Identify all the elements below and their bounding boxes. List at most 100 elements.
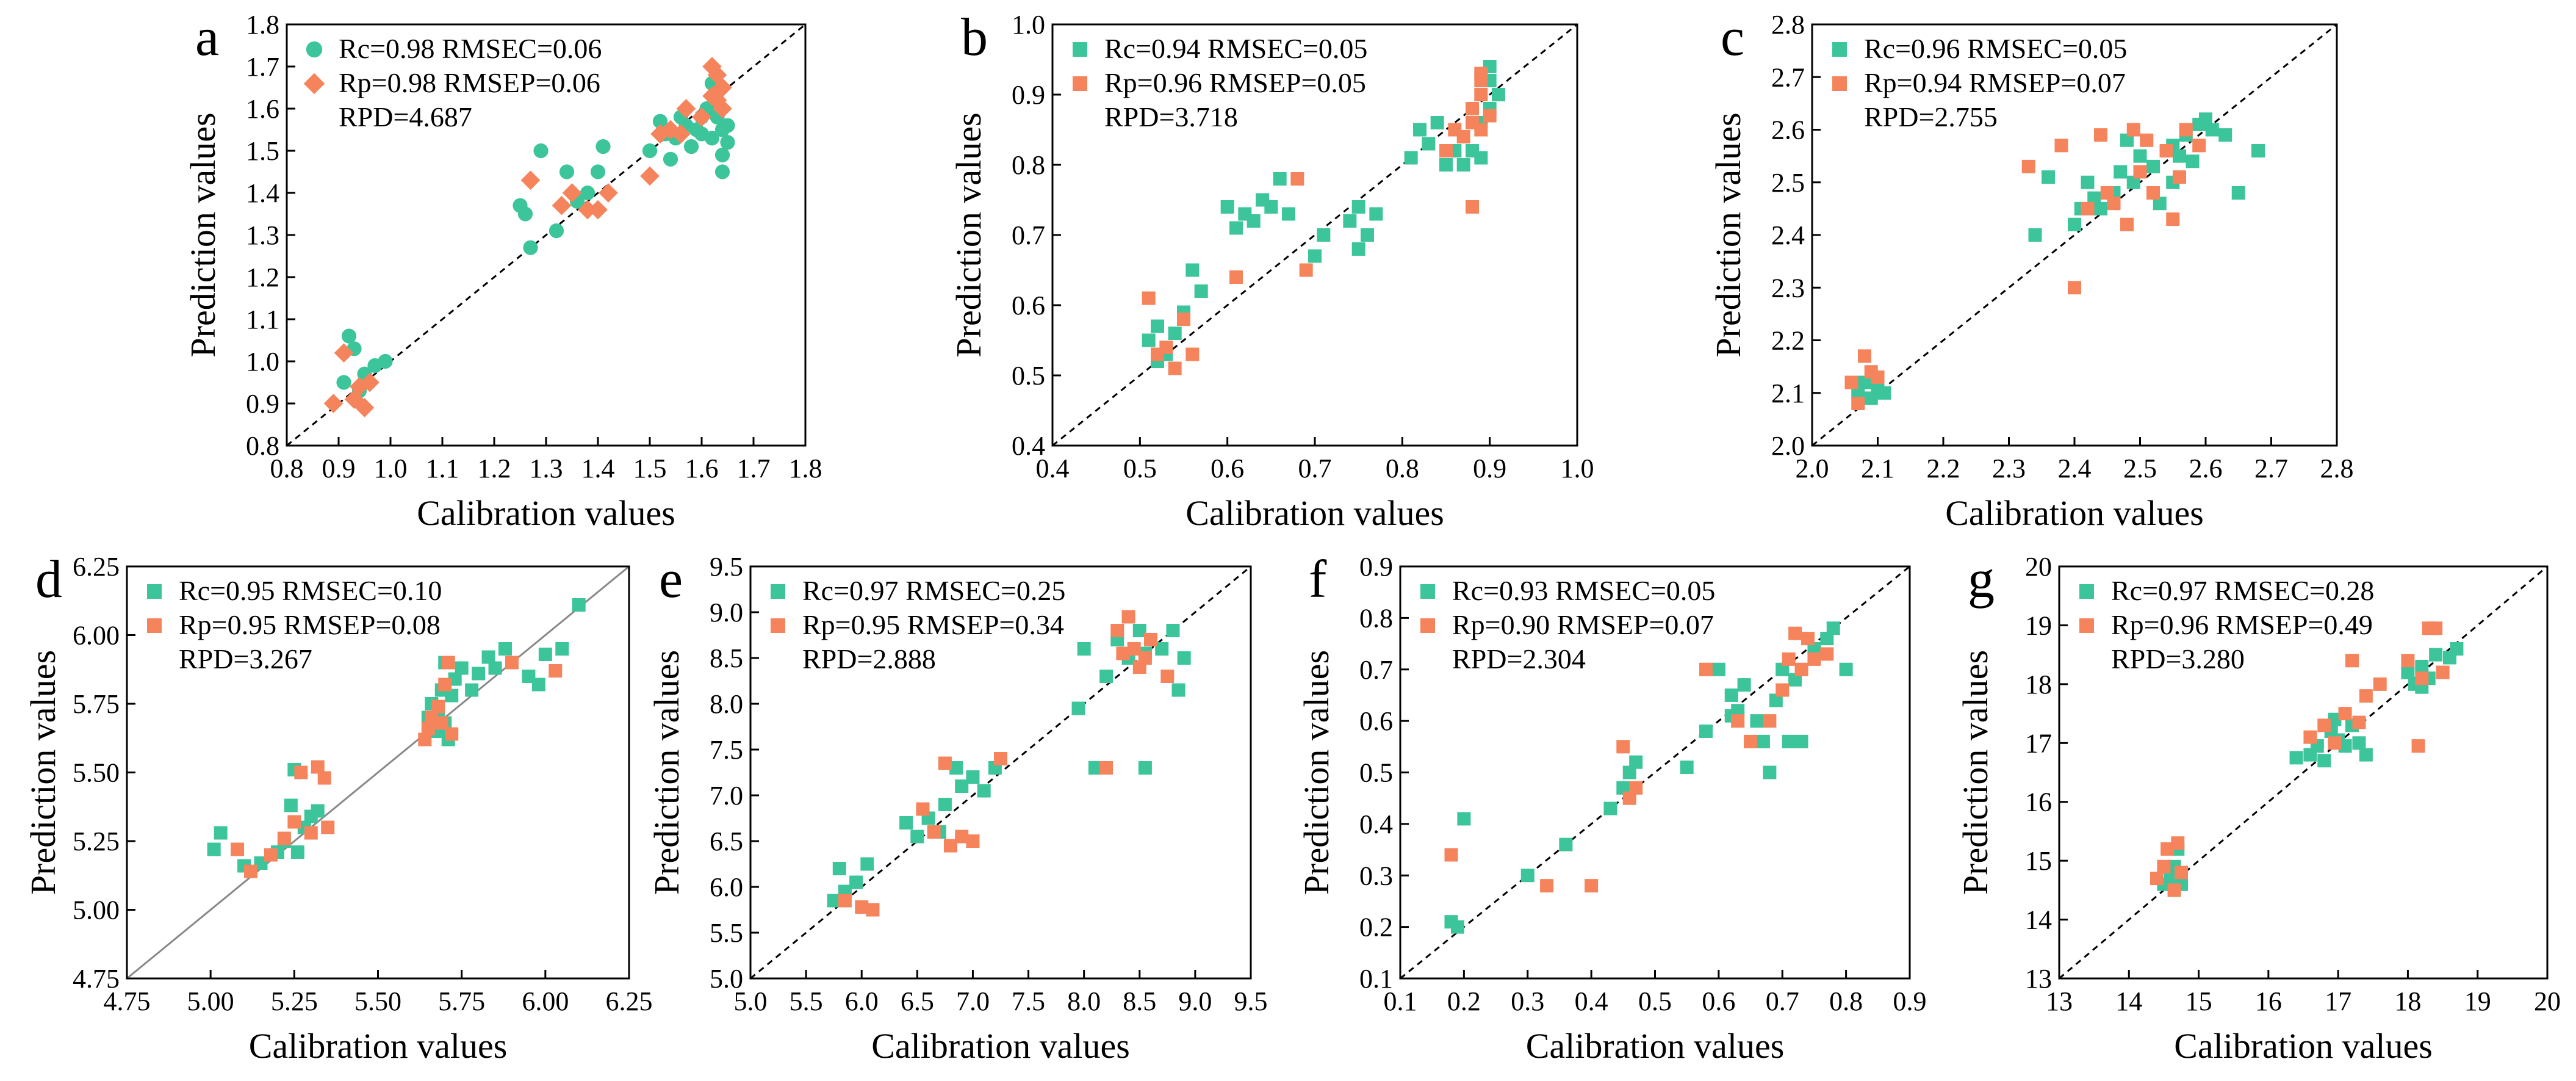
chart-a-x-tick-label: 1.7 — [737, 454, 771, 483]
chart-b-reference-line — [1052, 23, 1578, 447]
chart-g-prediction-point — [2352, 715, 2366, 729]
chart-d-rpd-label: RPD=3.267 — [179, 643, 312, 674]
chart-b-x-tick-label: 0.8 — [1386, 454, 1419, 483]
chart-b-calibration-point — [1351, 242, 1365, 256]
chart-e-calibration-point — [966, 770, 980, 784]
chart-c-prediction-point — [2146, 186, 2160, 200]
chart-d-y-tick-label: 6.25 — [73, 552, 120, 582]
chart-f-x-tick-label: 0.9 — [1893, 986, 1927, 1016]
chart-f-prediction-point — [1616, 740, 1630, 754]
chart-a-y-tick-label: 1.4 — [246, 178, 279, 208]
chart-f-prediction-point — [1820, 647, 1834, 661]
chart-d-prediction-point — [549, 664, 563, 678]
chart-c-prediction-point — [1871, 370, 1885, 384]
chart-g-prediction-point — [2401, 654, 2415, 668]
chart-f-calibration-point — [1775, 662, 1790, 676]
chart-g-prediction-point — [2303, 730, 2317, 744]
chart-b-calibration-point — [1142, 333, 1156, 347]
chart-b-prediction-point — [1142, 291, 1156, 305]
chart-a-x-tick-label: 1.0 — [374, 454, 408, 483]
chart-g-prediction-point — [2175, 866, 2188, 880]
chart-a-calibration-point — [694, 126, 710, 142]
chart-b-prediction-point — [1177, 313, 1190, 326]
chart-a-calibration-point — [523, 240, 538, 255]
chart-e-y-tick-label: 5.5 — [710, 918, 743, 948]
chart-e-prediction-point — [1116, 646, 1130, 660]
chart-d-y-tick-label: 4.75 — [73, 964, 120, 994]
chart-b-calibration-point — [1229, 221, 1243, 235]
chart-g-plot-frame — [2058, 565, 2549, 980]
chart-e-calibration-point — [949, 761, 963, 775]
chart-a-calibration-point — [720, 135, 735, 150]
chart-a-calibration-point — [714, 122, 730, 137]
chart-d-prediction-point — [438, 678, 452, 692]
chart-f-prediction-point — [1775, 683, 1790, 697]
chart-a-legend-calibration: Rc=0.98 RMSEC=0.06 — [339, 33, 602, 64]
chart-c-calibration-point — [2205, 123, 2219, 137]
chart-e-calibration-point — [860, 857, 874, 871]
chart-f-legend-calibration-marker — [1420, 584, 1435, 599]
chart-a-prediction-point — [599, 183, 618, 203]
chart-c-calibration-point — [2173, 149, 2186, 163]
chart-f-prediction-point — [1801, 632, 1815, 646]
chart-a-reference-line — [286, 23, 806, 447]
chart-g-rpd-label: RPD=3.280 — [2111, 643, 2245, 674]
chart-f-y-tick-label: 0.6 — [1359, 706, 1393, 736]
chart-a-prediction-point — [640, 166, 660, 186]
chart-d-calibration-point — [531, 678, 545, 692]
chart-c-calibration-point — [2218, 128, 2232, 142]
chart-c-legend-calibration: Rc=0.96 RMSEC=0.05 — [1864, 33, 2127, 64]
chart-g-x-axis-title: Calibration values — [2174, 1026, 2433, 1066]
chart-b-prediction-point — [1466, 116, 1479, 129]
chart-e-panel-letter: e — [659, 550, 683, 609]
chart-b-calibration-point — [1317, 228, 1331, 242]
chart-d-x-tick-label: 5.75 — [438, 986, 485, 1016]
chart-e-calibration-point — [899, 816, 913, 830]
chart-c-y-tick-label: 2.0 — [1771, 431, 1805, 461]
chart-a-calibration-point — [341, 328, 357, 344]
chart-b-y-tick-label: 0.7 — [1012, 220, 1045, 250]
chart-g-x-tick-label: 15 — [2186, 986, 2212, 1016]
chart-b-prediction-point — [1474, 88, 1488, 101]
chart-g-prediction-point — [2167, 883, 2181, 897]
chart-b-x-tick-label: 1.0 — [1561, 454, 1594, 483]
chart-e-x-tick-label: 9.5 — [1234, 986, 1268, 1016]
chart-c-calibration-point — [1864, 391, 1878, 405]
chart-b-calibration-point — [1413, 123, 1427, 137]
chart-a-prediction-point — [344, 389, 364, 409]
chart-e-calibration-point — [1088, 761, 1102, 775]
chart-c-prediction-point — [2068, 281, 2081, 295]
chart-a-prediction-point — [520, 170, 541, 190]
chart-d-prediction-point — [431, 700, 445, 714]
chart-b-panel-letter: b — [961, 8, 988, 67]
chart-e-legend-calibration: Rc=0.97 RMSEC=0.25 — [802, 575, 1065, 606]
chart-b-calibration-point — [1422, 137, 1436, 151]
chart-a-x-tick-label: 1.8 — [789, 454, 822, 483]
chart-a-prediction-point — [354, 398, 375, 418]
chart-a-y-tick-label: 1.8 — [246, 10, 279, 40]
chart-d-prediction-point — [421, 721, 435, 736]
chart-g-legend-prediction-marker — [2079, 618, 2094, 633]
chart-g-calibration-point — [2429, 648, 2443, 662]
chart-a-prediction-point — [350, 377, 369, 397]
chart-d-legend-calibration: Rc=0.95 RMSEC=0.10 — [179, 575, 442, 606]
chart-f-calibration-point — [1737, 678, 1751, 692]
chart-c-calibration-point — [2126, 175, 2140, 189]
chart-g-x-tick-label: 17 — [2325, 986, 2351, 1016]
chart-f-legend-calibration: Rc=0.93 RMSEC=0.05 — [1452, 575, 1715, 606]
chart-d-prediction-point — [287, 815, 301, 829]
chart-f-calibration-point — [1450, 920, 1464, 934]
chart-a-prediction-point — [360, 372, 380, 392]
chart-g-calibration-point — [2401, 665, 2415, 679]
chart-f-y-tick-label: 0.3 — [1359, 861, 1393, 891]
chart-g-prediction-point — [2415, 671, 2429, 685]
chart-f-prediction-point — [1622, 791, 1636, 805]
chart-g-panel-letter: g — [1968, 550, 1995, 609]
chart-e-calibration-point — [955, 779, 969, 793]
chart-b-calibration-point — [1351, 200, 1365, 214]
chart-c-y-tick-label: 2.4 — [1771, 220, 1805, 250]
chart-g-x-tick-label: 14 — [2115, 986, 2142, 1016]
chart-d-x-tick-label: 4.75 — [104, 986, 151, 1016]
chart-e-prediction-point — [955, 830, 969, 844]
chart-g-prediction-point — [2317, 718, 2331, 732]
